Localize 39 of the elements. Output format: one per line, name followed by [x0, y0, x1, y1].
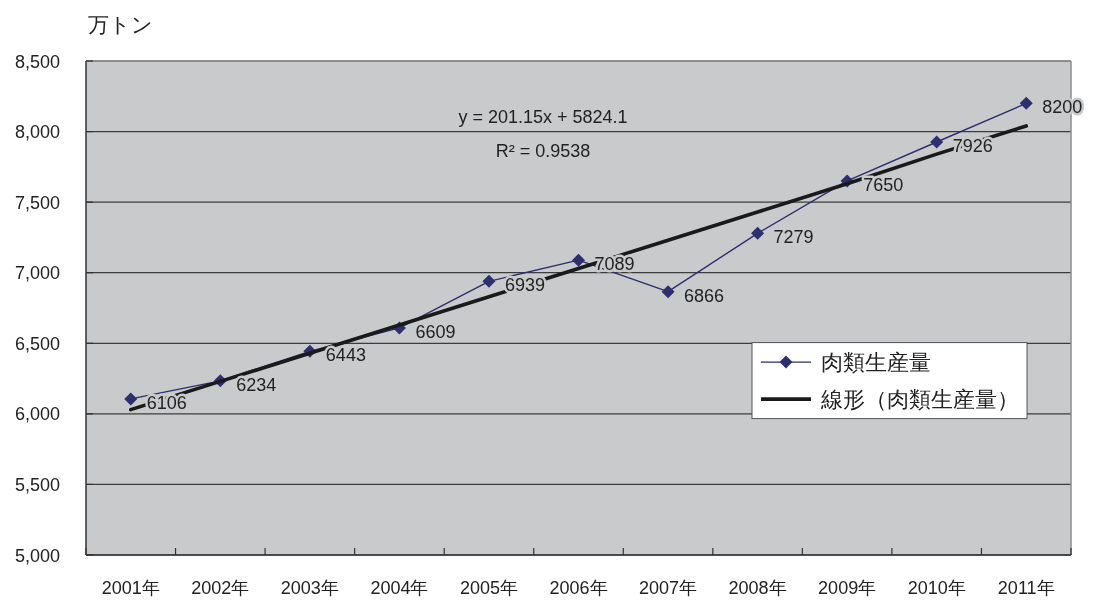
x-tick-label: 2005年: [459, 578, 518, 598]
y-tick-label: 6,000: [14, 404, 60, 425]
point: [572, 253, 585, 267]
annotation: R² = 0.9538: [495, 141, 591, 161]
x-tick-label: 2011年: [997, 578, 1055, 598]
point: [661, 285, 675, 299]
annotation: y = 201.15x + 5824.1: [458, 107, 628, 127]
y-tick-label: 6,500: [14, 333, 60, 354]
y-axis-title: 万トン: [88, 13, 153, 36]
y-tick-label: 7,000: [14, 263, 60, 284]
x-tick-label: 2001年: [101, 578, 160, 598]
point: [930, 135, 944, 149]
data-label: 6234: [236, 374, 277, 395]
data-label: 6866: [684, 285, 725, 306]
data-label: 6106: [146, 392, 187, 413]
x-tick-label: 2002年: [191, 578, 250, 598]
x-tick-label: 2003年: [280, 578, 339, 598]
data-label: 7650: [863, 174, 904, 195]
y-tick-label: 8,500: [14, 51, 60, 72]
x-tick-label: 2004年: [370, 578, 429, 598]
y-tick-label: 5,000: [14, 545, 60, 566]
data-label: 8200: [1042, 97, 1083, 118]
point: [1019, 96, 1033, 110]
x-tick-label: 2009年: [818, 578, 877, 598]
y-tick-label: 8,000: [14, 122, 60, 143]
legend-label: 線形（肉類生産量）: [820, 387, 1019, 413]
point: [482, 274, 496, 288]
data-label: 6609: [415, 321, 456, 342]
point: [751, 226, 765, 240]
data-label: 7279: [773, 227, 814, 248]
y-tick-label: 5,500: [14, 474, 60, 495]
x-tick-label: 2006年: [549, 578, 608, 598]
data-label: 6443: [325, 345, 366, 366]
x-tick-label: 2008年: [728, 578, 787, 598]
legend-label: 肉類生産量: [821, 350, 931, 376]
y-tick-label: 7,500: [14, 192, 60, 213]
x-tick-label: 2007年: [639, 578, 698, 598]
point: [124, 392, 138, 406]
x-tick-label: 2010年: [907, 578, 966, 598]
